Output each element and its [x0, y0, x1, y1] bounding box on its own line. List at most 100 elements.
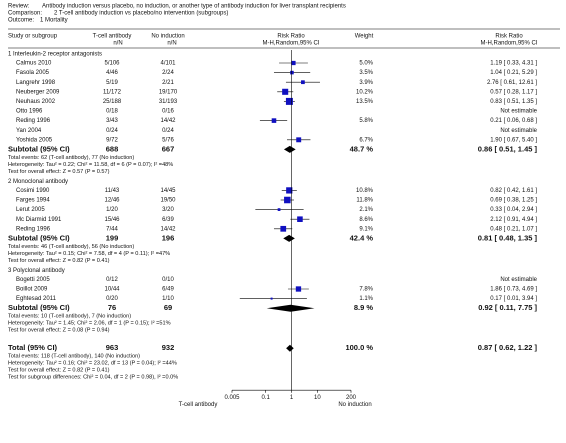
weight-label: 5.0% — [359, 61, 373, 67]
study-name: Fasola 2005 — [16, 70, 50, 76]
x-tick-label: 0.1 — [261, 395, 270, 401]
effect-label: 0.83 [ 0.51, 1.35 ] — [490, 99, 537, 105]
col-plot-method: M-H,Random,95% CI — [262, 41, 319, 47]
col-study: Study or subgroup — [8, 34, 58, 40]
weight-label: 8.9 % — [354, 303, 374, 312]
study-name: Neuberger 2009 — [16, 89, 60, 95]
note: Test for overall effect: Z = 0.82 (P = 0… — [8, 368, 110, 374]
study-name: Yan 2004 — [16, 128, 42, 134]
effect-marker — [271, 118, 277, 123]
study-name: Subtotal (95% CI) — [8, 303, 70, 312]
note: Total events: 118 (T-cell antibody), 140… — [8, 354, 140, 360]
effect-label: Not estimable — [500, 109, 537, 115]
control-events: 69 — [164, 303, 172, 312]
study-name: Total (95% CI) — [8, 343, 58, 352]
group-title: 1 Interleukin-2 receptor antagonists — [8, 52, 102, 58]
treatment-events: 11/43 — [105, 188, 120, 194]
effect-marker — [270, 297, 273, 300]
treatment-events: 25/188 — [103, 99, 122, 105]
weight-label: 9.1% — [359, 226, 373, 232]
weight-label: 11.8% — [356, 198, 373, 204]
effect-label: 1.04 [ 0.21, 5.29 ] — [490, 70, 537, 76]
effect-label: 0.21 [ 0.06, 0.68 ] — [490, 118, 537, 124]
weight-label: 8.6% — [359, 217, 373, 223]
study-name: Otto 1996 — [16, 109, 43, 115]
outcome: 1 Mortality — [40, 18, 68, 24]
weight-label: 1.1% — [359, 296, 373, 302]
effect-label: 0.57 [ 0.28, 1.17 ] — [490, 89, 537, 95]
x-tick-label: 10 — [314, 395, 321, 401]
effect-label: 1.86 [ 0.73, 4.69 ] — [490, 287, 537, 293]
note: Heterogeneity: Tau² = 0.15; Chi² = 7.58,… — [8, 251, 170, 257]
study-name: Calmus 2010 — [16, 61, 52, 67]
col-control: No induction — [151, 34, 184, 40]
col-control-unit: n/N — [167, 41, 176, 47]
col-treatment-unit: n/N — [113, 41, 122, 47]
treatment-events: 688 — [106, 144, 119, 153]
effect-marker — [290, 70, 294, 75]
col-plot: Risk Ratio — [277, 34, 305, 40]
study-name: Neuhaus 2002 — [16, 99, 56, 105]
effect-label: 2.76 [ 0.61, 12.61 ] — [487, 80, 537, 86]
treatment-events: 0/20 — [106, 296, 118, 302]
treatment-events: 15/46 — [104, 217, 120, 223]
study-name: Eghtesad 2011 — [16, 296, 57, 302]
weight-label: 6.7% — [359, 137, 373, 143]
note: Heterogeneity: Tau² = 0.22; Chi² = 11.58… — [8, 162, 173, 168]
effect-marker — [291, 60, 296, 66]
treatment-events: 1/20 — [106, 207, 118, 213]
effect-marker — [282, 88, 289, 95]
treatment-events: 963 — [106, 343, 119, 352]
study-name: Mc Diarmid 1991 — [16, 217, 62, 223]
x-tick-label: 0.005 — [224, 395, 240, 401]
effect-label: 0.48 [ 0.21, 1.07 ] — [490, 226, 537, 232]
study-name: Subtotal (95% CI) — [8, 144, 70, 153]
effect-label: 0.17 [ 0.01, 3.94 ] — [490, 296, 537, 302]
effect-label: 2.12 [ 0.91, 4.94 ] — [490, 217, 537, 223]
study-name: Farges 1994 — [16, 198, 50, 204]
weight-label: 3.9% — [359, 80, 373, 86]
study-name: Cosimi 1990 — [16, 188, 50, 194]
x-label-left: T-cell antibody — [179, 402, 218, 408]
study-name: Lerut 2005 — [16, 207, 45, 213]
control-events: 14/42 — [160, 226, 176, 232]
weight-label: 5.8% — [359, 118, 373, 124]
study-name: Langrehr 1998 — [16, 80, 56, 86]
note: Test for overall effect: Z = 0.82 (P = 0… — [8, 258, 110, 264]
group-title: 2 Monoclonal antibody — [8, 179, 68, 185]
control-events: 19/50 — [160, 198, 176, 204]
control-events: 14/42 — [160, 118, 176, 124]
summary-diamond — [286, 344, 294, 352]
control-events: 0/10 — [162, 277, 174, 283]
control-events: 14/45 — [160, 188, 176, 194]
effect-label: 0.92 [ 0.11, 7.75 ] — [478, 303, 537, 312]
control-events: 1/10 — [162, 296, 174, 302]
group-title: 3 Polyclonal antibody — [8, 268, 65, 274]
control-events: 932 — [162, 343, 175, 352]
col-treatment: T-cell antibody — [93, 34, 132, 40]
treatment-events: 5/19 — [106, 80, 118, 86]
treatment-events: 76 — [108, 303, 116, 312]
treatment-events: 0/24 — [106, 128, 118, 134]
effect-marker — [296, 137, 302, 143]
treatment-events: 3/43 — [106, 118, 118, 124]
control-events: 2/24 — [162, 70, 174, 76]
effect-label: Not estimable — [500, 128, 537, 134]
effect-marker — [301, 80, 305, 85]
summary-diamond — [283, 145, 296, 153]
treatment-events: 0/18 — [106, 109, 118, 115]
effect-label: 1.90 [ 0.67, 5.40 ] — [490, 137, 537, 143]
treatment-events: 0/12 — [106, 277, 118, 283]
note: Total events: 62 (T-cell antibody), 77 (… — [8, 155, 134, 161]
control-events: 5/76 — [162, 137, 174, 143]
weight-label: 13.5% — [356, 99, 374, 105]
note: Test for overall effect: Z = 0.57 (P = 0… — [8, 169, 110, 175]
study-name: Subtotal (95% CI) — [8, 233, 70, 242]
x-label-right: No induction — [338, 402, 371, 408]
treatment-events: 11/172 — [103, 89, 122, 95]
treatment-events: 10/44 — [104, 287, 120, 293]
effect-label: 0.33 [ 0.04, 2.94 ] — [490, 207, 537, 213]
treatment-events: 9/72 — [106, 137, 118, 143]
treatment-events: 4/46 — [106, 70, 118, 76]
